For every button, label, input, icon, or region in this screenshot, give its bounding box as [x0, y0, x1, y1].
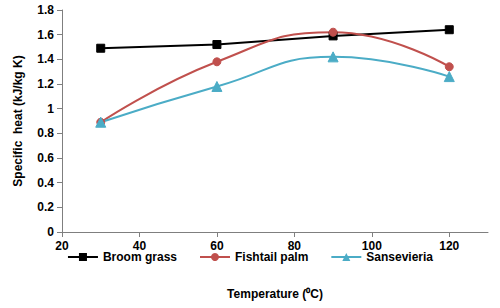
svg-text:Fishtail palm: Fishtail palm [235, 250, 308, 264]
svg-text:0: 0 [47, 225, 54, 239]
svg-text:Broom grass: Broom grass [103, 250, 177, 264]
svg-text:40: 40 [132, 239, 147, 253]
svg-text:Sansevieria: Sansevieria [366, 250, 433, 264]
svg-text:0.8: 0.8 [37, 126, 54, 140]
svg-text:120: 120 [439, 239, 459, 253]
svg-text:60: 60 [210, 239, 224, 253]
svg-text:0.2: 0.2 [37, 200, 54, 214]
svg-text:100: 100 [361, 239, 382, 253]
svg-text:1.4: 1.4 [37, 52, 54, 66]
svg-text:1: 1 [47, 102, 54, 116]
svg-text:1.2: 1.2 [37, 77, 54, 91]
svg-text:Specific heat (kJ/kg K): Specific heat (kJ/kg K) [11, 55, 25, 186]
svg-text:20: 20 [55, 239, 69, 253]
svg-text:Temperature (⁰C): Temperature (⁰C) [227, 287, 323, 301]
svg-text:80: 80 [287, 239, 301, 253]
svg-text:1.8: 1.8 [37, 3, 54, 17]
svg-text:1.6: 1.6 [37, 28, 54, 42]
svg-text:0.4: 0.4 [37, 176, 54, 190]
svg-text:0.6: 0.6 [37, 151, 54, 165]
